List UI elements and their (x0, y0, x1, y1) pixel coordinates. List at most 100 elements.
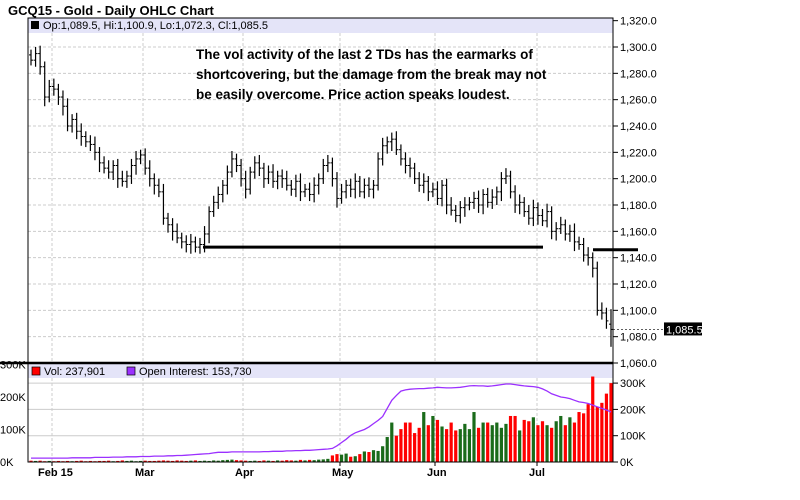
volume-bar (513, 415, 517, 462)
time-tick-label: Mar (135, 467, 155, 479)
volume-bar (221, 460, 225, 462)
ohlc-bar (138, 149, 143, 165)
volume-bar (353, 456, 357, 462)
ohlc-bar (545, 203, 550, 228)
volume-bar (527, 421, 531, 462)
volume-bar (102, 460, 106, 462)
ohlc-readout: Op:1,089.5, Hi:1,100.9, Lo:1,072.3, Cl:1… (43, 20, 268, 32)
volume-bar (595, 406, 599, 462)
price-bars (29, 45, 638, 347)
ohlc-bar (467, 197, 472, 211)
volume-bar (262, 460, 266, 462)
ohlc-bar (102, 156, 107, 174)
volume-bar (120, 460, 124, 462)
volume-bar (435, 419, 440, 462)
volume-bar (184, 460, 188, 462)
ohlc-bar (444, 178, 449, 215)
volume-bar (381, 446, 385, 462)
volume-bar (394, 435, 398, 462)
time-tick-label: Jul (529, 467, 545, 479)
volume-bar (490, 425, 494, 462)
volume-bar (29, 460, 33, 462)
volume-bar (266, 460, 271, 462)
ohlc-bar (408, 157, 413, 178)
volume-tick-label-right: 200K (620, 404, 646, 416)
volume-bar (554, 421, 558, 462)
price-tick-label: 1,240.0 (620, 121, 657, 133)
ohlc-bar (266, 165, 271, 184)
time-tick-label: Feb 15 (38, 467, 73, 479)
volume-bars (29, 376, 613, 462)
price-tick-label: 1,220.0 (620, 147, 657, 159)
volume-legend: Vol: 237,901 (44, 366, 105, 378)
ohlc-bar (252, 156, 257, 179)
ohlc-bar (88, 135, 93, 152)
volume-bar (472, 412, 476, 462)
volume-bar (125, 460, 129, 462)
volume-bar (426, 425, 430, 462)
ohlc-bar (376, 152, 381, 191)
ohlc-bar (271, 164, 276, 188)
ohlc-bar (106, 160, 111, 179)
volume-bar (604, 393, 609, 462)
ohlc-bar (339, 183, 344, 204)
ohlc-bar (471, 191, 476, 209)
ohlc-bar (307, 182, 312, 202)
price-tick-label: 1,280.0 (620, 68, 657, 80)
volume-bar (559, 415, 563, 462)
ohlc-bar (549, 206, 554, 240)
volume-bar (129, 460, 134, 462)
ohlc-bar (239, 158, 244, 187)
ohlc-bar (398, 144, 403, 166)
ohlc-bar (609, 309, 613, 347)
ohlc-bar (207, 206, 212, 244)
volume-bar (591, 376, 595, 462)
ohlc-bar (143, 148, 148, 175)
time-tick-label: May (332, 467, 354, 479)
volume-bar (508, 415, 513, 462)
volume-bar (458, 429, 462, 462)
volume-tick-label-right: 100K (620, 431, 646, 443)
volume-bar (294, 460, 298, 462)
price-tick-label: 1,100.0 (620, 305, 657, 317)
ohlc-bar (604, 307, 609, 329)
volume-bar (362, 451, 366, 462)
volume-bar (376, 450, 380, 462)
ohlc-bar (325, 154, 330, 173)
ohlc-bar (371, 179, 376, 199)
volume-bar (107, 460, 111, 462)
volume-bar (230, 459, 234, 462)
volume-bar (239, 460, 243, 462)
volume-bar (116, 460, 120, 462)
volume-bar (422, 412, 426, 462)
ohlc-bar (426, 176, 431, 202)
ohlc-bar (193, 236, 198, 253)
open-interest-line (31, 383, 612, 459)
ohlc-bar (513, 185, 518, 213)
oi-legend-swatch (126, 366, 136, 376)
volume-tick-label-left: 100K (0, 425, 26, 437)
volume-bar (202, 460, 207, 462)
ohlc-bar (65, 98, 70, 132)
volume-bar (531, 417, 535, 462)
volume-bar (399, 429, 403, 462)
ohlc-bar (531, 199, 536, 227)
volume-bar (454, 430, 458, 462)
ohlc-bar (42, 61, 47, 107)
ohlc-bar (554, 222, 559, 241)
ohlc-bar (403, 152, 408, 174)
volume-bar (385, 437, 389, 462)
ohlc-bar (316, 173, 321, 195)
volume-tick-label-left: 200K (0, 392, 26, 404)
chart-title: GCQ15 - Gold - Daily OHLC Chart (8, 3, 214, 18)
volume-bar (444, 429, 449, 462)
volume-bar (321, 459, 325, 462)
ohlc-bar (111, 160, 116, 180)
volume-bar (550, 427, 554, 462)
volume-bar (390, 422, 394, 462)
price-tick-label: 1,080.0 (620, 332, 657, 344)
ohlc-bar (595, 261, 600, 316)
ohlc-bar (517, 194, 522, 215)
ohlc-bar (289, 179, 294, 196)
